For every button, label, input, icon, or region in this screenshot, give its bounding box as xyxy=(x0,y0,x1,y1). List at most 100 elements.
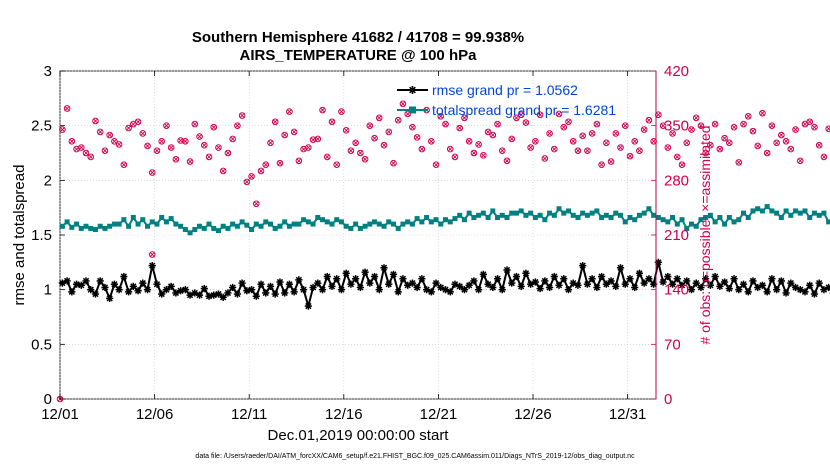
obs-count-point xyxy=(248,173,255,180)
obs-count-point xyxy=(224,149,232,157)
y-tick-label-left: 0 xyxy=(44,391,52,408)
obs-count-point xyxy=(134,118,142,126)
rmse-point xyxy=(531,278,539,286)
obs-count-point xyxy=(588,130,596,137)
obs-count-point xyxy=(574,147,582,154)
totalspread-point xyxy=(802,208,808,214)
y-axis-right: 0 70 140 210 280 350 420 xyxy=(664,63,689,408)
rmse-point xyxy=(739,280,748,288)
obs-count-point xyxy=(342,127,350,134)
obs-count-point xyxy=(59,126,66,133)
obs-count-point xyxy=(669,130,676,137)
rmse-point xyxy=(219,293,227,301)
obs-count-point xyxy=(631,137,639,145)
obs-count-point xyxy=(276,159,284,167)
rmse-point xyxy=(616,264,625,272)
obs-count-point xyxy=(148,169,156,176)
rmse-point xyxy=(626,275,634,283)
totalspread-point xyxy=(651,212,657,218)
totalspread-point xyxy=(523,212,529,218)
obs-count-point xyxy=(437,112,445,120)
rmse-point xyxy=(309,283,317,292)
obs-count-point xyxy=(749,127,757,135)
totalspread-point xyxy=(457,212,463,218)
obs-count-point xyxy=(257,167,265,175)
legend-rmse-label: rmse grand pr = 1.0562 xyxy=(432,82,578,98)
legend: rmse grand pr = 1.0562 totalspread grand… xyxy=(397,82,616,118)
obs-count-point xyxy=(158,137,165,145)
rmse-point xyxy=(63,277,71,285)
rmse-point xyxy=(214,290,223,298)
totalspread-point xyxy=(584,212,590,218)
rmse-point xyxy=(262,289,270,297)
obs-count-point xyxy=(144,142,151,150)
totalspread-point xyxy=(215,228,221,234)
totalspread-point xyxy=(74,221,80,227)
rmse-point xyxy=(110,280,118,288)
obs-count-point xyxy=(711,120,719,128)
totalspread-point xyxy=(149,219,155,225)
totalspread-point xyxy=(547,210,553,216)
totalspread-point xyxy=(698,217,704,223)
obs-count-point xyxy=(678,161,686,169)
totalspread-point xyxy=(509,210,515,216)
obs-count-point xyxy=(163,122,170,129)
rmse-point xyxy=(806,281,814,289)
obs-count-point xyxy=(754,142,761,150)
obs-count-point xyxy=(560,123,568,131)
obs-count-point xyxy=(773,139,780,147)
rmse-point xyxy=(276,278,284,286)
totalspread-point xyxy=(745,215,751,221)
obs-count-point xyxy=(603,139,610,147)
totalspread-point xyxy=(788,212,794,218)
totalspread-point xyxy=(684,225,690,231)
obs-count-point xyxy=(366,122,374,129)
totalspread-point xyxy=(613,210,619,216)
obs-count-point xyxy=(153,147,161,154)
obs-count-point xyxy=(167,144,175,151)
obs-count-point xyxy=(579,132,586,140)
obs-count-point xyxy=(527,144,534,151)
obs-count-point xyxy=(77,144,85,151)
obs-count-point xyxy=(238,112,246,119)
y-tick-label-left: 3 xyxy=(44,63,52,80)
totalspread-point xyxy=(353,221,359,227)
obs-count-point xyxy=(744,112,752,120)
obs-count-point xyxy=(271,118,279,126)
rmse-point xyxy=(134,287,142,295)
rmse-point xyxy=(106,294,114,303)
rmse-point xyxy=(233,290,241,298)
totalspread-point xyxy=(528,210,534,216)
totalspread-point xyxy=(703,215,709,221)
rmse-point xyxy=(129,282,137,290)
obs-count-point xyxy=(659,122,667,129)
totalspread-point xyxy=(537,212,543,218)
obs-count-point xyxy=(451,153,459,161)
totalspread-point xyxy=(272,225,278,231)
totalspread-point xyxy=(764,204,770,210)
totalspread-point xyxy=(163,219,169,225)
totalspread-point xyxy=(485,215,491,221)
rmse-point xyxy=(773,286,781,294)
obs-count-point xyxy=(792,126,799,133)
y-tick-label-left: 2.5 xyxy=(31,118,52,135)
obs-count-point xyxy=(409,123,416,131)
obs-count-point xyxy=(598,161,605,169)
rmse-point xyxy=(725,284,733,293)
totalspread-point xyxy=(660,217,666,223)
rmse-point xyxy=(195,291,204,299)
rmse-point xyxy=(825,283,830,292)
totalspread-point xyxy=(390,221,396,227)
rmse-point xyxy=(314,279,322,287)
totalspread-point xyxy=(622,219,628,225)
rmse-point xyxy=(342,269,350,277)
totalspread-point xyxy=(88,225,94,231)
totalspread-point xyxy=(618,212,624,218)
obs-count-point xyxy=(328,118,336,126)
rmse-point xyxy=(366,279,374,287)
rmse-point xyxy=(503,266,511,274)
obs-count-point xyxy=(125,124,132,132)
totalspread-point xyxy=(64,219,70,225)
obs-count-point xyxy=(442,120,449,128)
rmse-point xyxy=(579,262,587,270)
